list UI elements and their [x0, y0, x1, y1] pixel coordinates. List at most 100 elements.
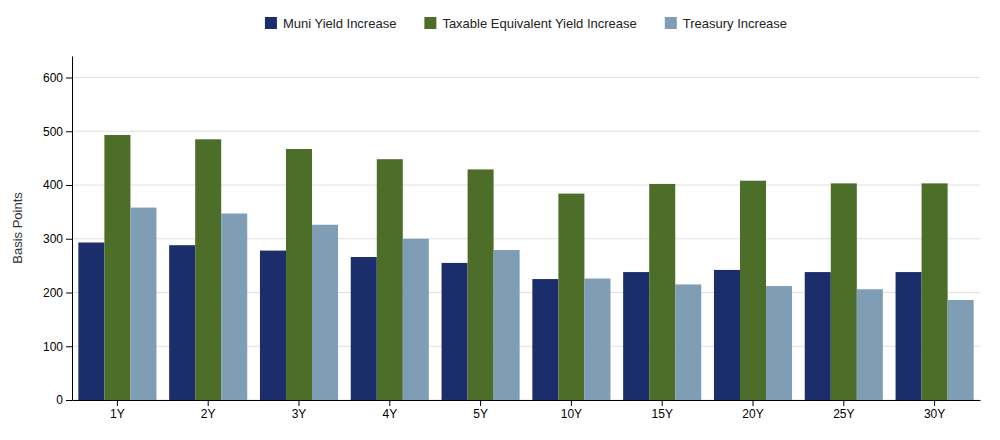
bar — [831, 183, 857, 400]
bar — [623, 272, 649, 400]
y-tick: 200 — [43, 286, 72, 300]
x-tick-label: 30Y — [924, 407, 945, 421]
legend-label: Muni Yield Increase — [283, 16, 396, 31]
bar — [169, 245, 195, 400]
x-tick: 1Y — [110, 400, 125, 421]
bar — [221, 213, 247, 400]
bar-series — [130, 208, 973, 400]
y-axis: 0 100 200 300 400 500 600 — [43, 57, 73, 408]
x-tick-label: 4Y — [382, 407, 397, 421]
x-tick-mark — [389, 400, 390, 406]
x-tick: 4Y — [382, 400, 397, 421]
y-tick-label: 100 — [43, 340, 63, 354]
y-axis-line — [72, 57, 73, 401]
x-tick: 2Y — [201, 400, 216, 421]
legend-item: Treasury Increase — [665, 16, 787, 31]
x-tick-mark — [662, 400, 663, 406]
bar-series — [104, 135, 947, 400]
y-tick-mark — [66, 400, 72, 401]
legend-item: Taxable Equivalent Yield Increase — [424, 16, 636, 31]
x-tick: 10Y — [561, 400, 582, 421]
x-tick-label: 5Y — [473, 407, 488, 421]
legend-label: Treasury Increase — [683, 16, 787, 31]
bar — [377, 159, 403, 400]
x-tick-label: 2Y — [201, 407, 216, 421]
x-axis: 1Y 2Y 3Y 4Y 5Y 10Y 15Y 20Y 25Y 30Y — [73, 400, 981, 421]
y-tick: 300 — [43, 232, 72, 246]
x-tick-mark — [843, 400, 844, 406]
chart-container: 0 100 200 300 400 500 600 1Y 2Y 3Y 4Y 5Y 10Y 15Y 20Y 25… — [0, 0, 1000, 440]
grid-line — [72, 131, 980, 132]
x-tick: 20Y — [742, 400, 763, 421]
legend-swatch — [424, 17, 436, 29]
x-tick: 5Y — [473, 400, 488, 421]
x-tick-mark — [753, 400, 754, 406]
legend: Muni Yield Increase Taxable Equivalent Yi… — [265, 16, 787, 31]
bar — [558, 194, 584, 400]
bar — [584, 279, 610, 400]
x-tick-label: 1Y — [110, 407, 125, 421]
bar — [286, 149, 312, 400]
bar — [740, 181, 766, 400]
x-tick: 15Y — [652, 400, 673, 421]
bar — [922, 183, 948, 400]
bar — [896, 272, 922, 400]
x-tick-mark — [571, 400, 572, 406]
bar — [714, 270, 740, 400]
y-tick-mark — [66, 78, 72, 79]
y-tick-mark — [66, 293, 72, 294]
x-tick-mark — [480, 400, 481, 406]
x-tick: 3Y — [292, 400, 307, 421]
bar — [130, 208, 156, 400]
chart-svg: 0 100 200 300 400 500 600 1Y 2Y 3Y 4Y 5Y 10Y 15Y 20Y 25… — [0, 0, 1000, 440]
bar — [468, 169, 494, 400]
y-tick-mark — [66, 239, 72, 240]
bar — [948, 300, 974, 400]
bar — [532, 279, 558, 400]
x-tick-mark — [208, 400, 209, 406]
bar — [494, 250, 520, 400]
bar — [442, 263, 468, 400]
x-tick-label: 15Y — [652, 407, 673, 421]
bar — [857, 289, 883, 400]
grid-line — [72, 77, 980, 78]
y-tick: 0 — [56, 393, 72, 407]
y-tick: 100 — [43, 340, 72, 354]
y-tick-label: 400 — [43, 178, 63, 192]
y-tick-label: 500 — [43, 125, 63, 139]
y-tick-mark — [66, 346, 72, 347]
bar — [675, 284, 701, 400]
y-tick-mark — [66, 131, 72, 132]
legend-item: Muni Yield Increase — [265, 16, 396, 31]
grid — [72, 78, 980, 401]
x-tick-label: 10Y — [561, 407, 582, 421]
y-tick-label: 300 — [43, 232, 63, 246]
bar — [78, 243, 104, 400]
x-tick: 25Y — [833, 400, 854, 421]
plot: 0 100 200 300 400 500 600 1Y 2Y 3Y 4Y 5Y 10Y 15Y 20Y 25… — [10, 57, 981, 421]
bar — [805, 272, 831, 400]
bar — [260, 251, 286, 400]
x-tick-mark — [934, 400, 935, 406]
x-tick-label: 3Y — [292, 407, 307, 421]
y-axis-title: Basis Points — [10, 192, 25, 264]
bar — [403, 239, 429, 400]
bar — [104, 135, 130, 400]
y-tick: 400 — [43, 178, 72, 192]
legend-swatch — [665, 17, 677, 29]
legend-swatch — [265, 17, 277, 29]
x-tick-label: 20Y — [742, 407, 763, 421]
x-tick-label: 25Y — [833, 407, 854, 421]
bar — [351, 257, 377, 400]
legend-label: Taxable Equivalent Yield Increase — [442, 16, 636, 31]
y-tick: 500 — [43, 125, 72, 139]
x-tick: 30Y — [924, 400, 945, 421]
y-tick-label: 0 — [56, 393, 63, 407]
x-tick-mark — [299, 400, 300, 406]
y-tick-label: 600 — [43, 71, 63, 85]
y-tick-mark — [66, 185, 72, 186]
y-tick: 600 — [43, 71, 72, 85]
y-tick-label: 200 — [43, 286, 63, 300]
x-tick-mark — [117, 400, 118, 406]
bar — [312, 225, 338, 400]
